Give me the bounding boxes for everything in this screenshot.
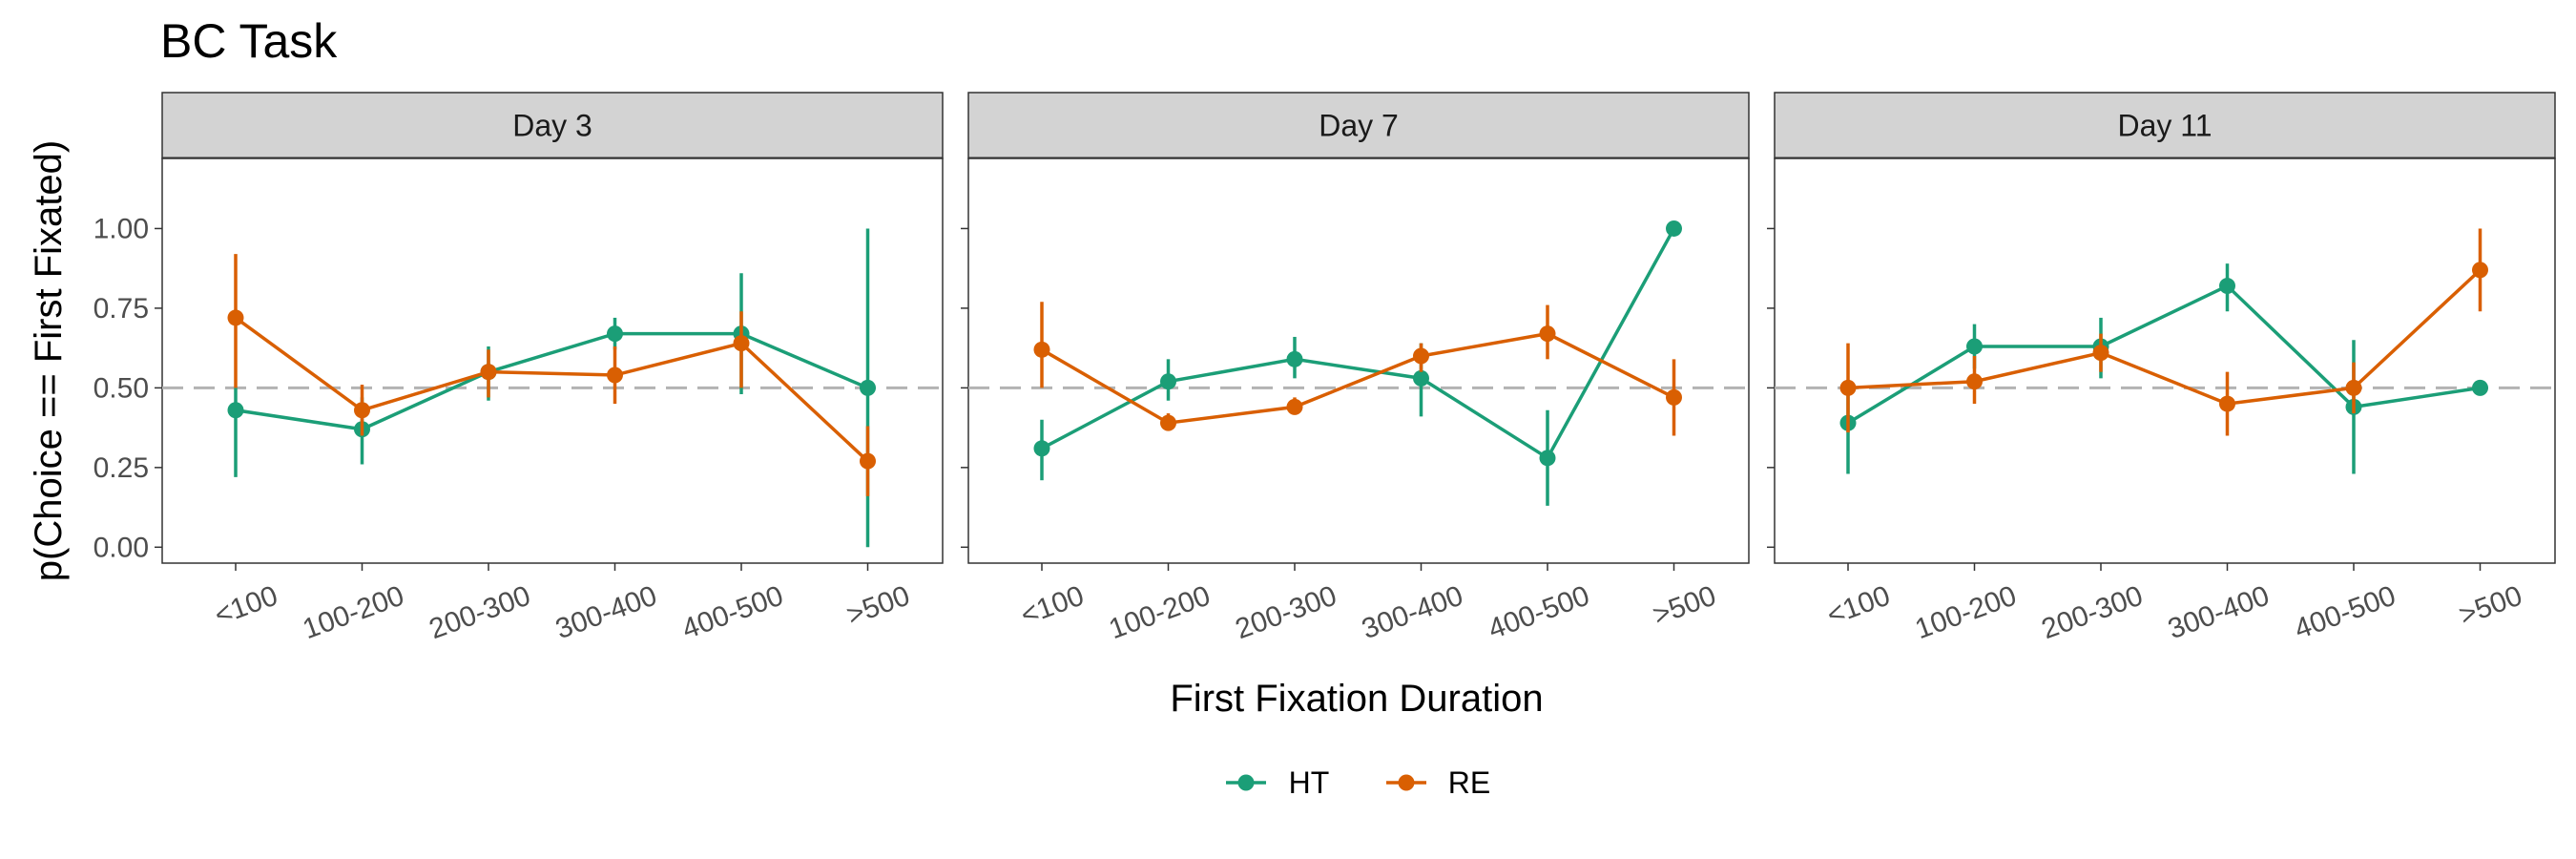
facet-label: Day 7 — [1319, 109, 1399, 143]
data-point — [1160, 373, 1176, 390]
data-point — [1286, 350, 1303, 367]
facet-panel: Day 3 0.00 0.25 0.50 0.75 1.00 <100 100-200 200-… — [93, 92, 944, 646]
x-tick-label: 400-500 — [1485, 580, 1594, 646]
plot-area — [161, 157, 944, 564]
data-point — [2472, 262, 2488, 279]
series-re — [1839, 228, 2488, 436]
data-point — [860, 379, 876, 396]
data-point — [227, 309, 244, 326]
data-point — [1033, 341, 1050, 358]
data-point — [1286, 398, 1303, 415]
x-tick-label: 100-200 — [1105, 580, 1215, 646]
facet-strip — [161, 92, 944, 159]
facet-panel: Day 7 <100 100-200 200-300 300-400 400-500 >50… — [961, 92, 1750, 646]
legend-item-ht: HT — [1226, 765, 1329, 800]
facet-label: Day 11 — [2117, 109, 2212, 143]
legend-key-point — [1237, 774, 1255, 791]
x-tick-label: 200-300 — [426, 580, 535, 646]
series-line — [234, 316, 869, 463]
x-tick-label: <100 — [1823, 580, 1895, 632]
x-tick-label: 300-400 — [2164, 580, 2274, 646]
series-re — [227, 254, 876, 496]
y-tick-label: 0.00 — [93, 532, 149, 563]
data-point — [733, 335, 750, 352]
legend-key-point — [1398, 774, 1415, 791]
facet-panel: Day 11 <100 100-200 200-300 300-400 400-500 >5… — [1767, 92, 2556, 646]
data-point — [607, 367, 623, 384]
x-tick-label: <100 — [211, 580, 282, 632]
x-tick-label: 400-500 — [2291, 580, 2400, 646]
data-point — [1033, 440, 1050, 457]
data-point — [1539, 325, 1556, 343]
series-re — [1033, 302, 1682, 436]
data-point — [860, 452, 876, 470]
x-tick-label: >500 — [1649, 580, 1720, 632]
plot-area — [1774, 157, 2556, 564]
series-line — [1847, 268, 2482, 406]
facet-panels: Day 3 0.00 0.25 0.50 0.75 1.00 <100 100-200 200-… — [93, 92, 2556, 646]
x-tick-label: 300-400 — [1358, 580, 1467, 646]
plot-area — [967, 157, 1750, 564]
legend-item-re: RE — [1386, 765, 1490, 800]
legend: HT RE — [1226, 765, 1490, 800]
data-point — [2092, 345, 2109, 362]
x-tick-label: 100-200 — [299, 580, 408, 646]
y-tick-label: 1.00 — [93, 213, 149, 244]
y-tick-label: 0.25 — [93, 452, 149, 484]
data-point — [1539, 450, 1556, 467]
data-point — [1413, 347, 1429, 365]
data-point — [1160, 414, 1176, 431]
facet-strip — [967, 92, 1750, 159]
x-tick-label: 300-400 — [551, 580, 661, 646]
data-point — [1666, 220, 1682, 237]
series-line — [235, 331, 869, 431]
data-point — [1666, 388, 1682, 406]
series-line — [1847, 283, 2481, 425]
data-point — [480, 364, 497, 381]
x-tick-label: 400-500 — [678, 580, 788, 646]
series-line — [1041, 331, 1675, 425]
data-point — [1839, 379, 1857, 396]
data-point — [227, 402, 244, 419]
data-point — [354, 402, 370, 419]
y-tick-label: 0.75 — [93, 293, 149, 325]
chart-title: BC Task — [160, 14, 338, 68]
x-axis-title: First Fixation Duration — [1170, 678, 1543, 720]
data-point — [607, 325, 623, 343]
data-point — [2219, 395, 2235, 412]
x-tick-label: >500 — [2455, 580, 2526, 632]
data-point — [2345, 379, 2362, 396]
facet-strip — [1774, 92, 2556, 159]
x-tick-label: >500 — [842, 580, 914, 632]
data-point — [2472, 379, 2488, 396]
series-line — [1041, 227, 1676, 461]
data-point — [1966, 373, 1983, 390]
x-tick-label: <100 — [1017, 580, 1089, 632]
legend-label: RE — [1448, 765, 1490, 800]
y-axis-title: p(Choice == First Fixated) — [28, 140, 70, 581]
x-tick-label: 200-300 — [1232, 580, 1341, 646]
facet-label: Day 3 — [512, 109, 592, 143]
y-tick-label: 0.50 — [93, 372, 149, 404]
x-tick-label: 200-300 — [2038, 580, 2148, 646]
data-point — [1413, 369, 1429, 387]
data-point — [2219, 278, 2235, 295]
data-point — [1966, 338, 1983, 355]
x-tick-label: 100-200 — [1911, 580, 2021, 646]
legend-label: HT — [1289, 765, 1330, 800]
